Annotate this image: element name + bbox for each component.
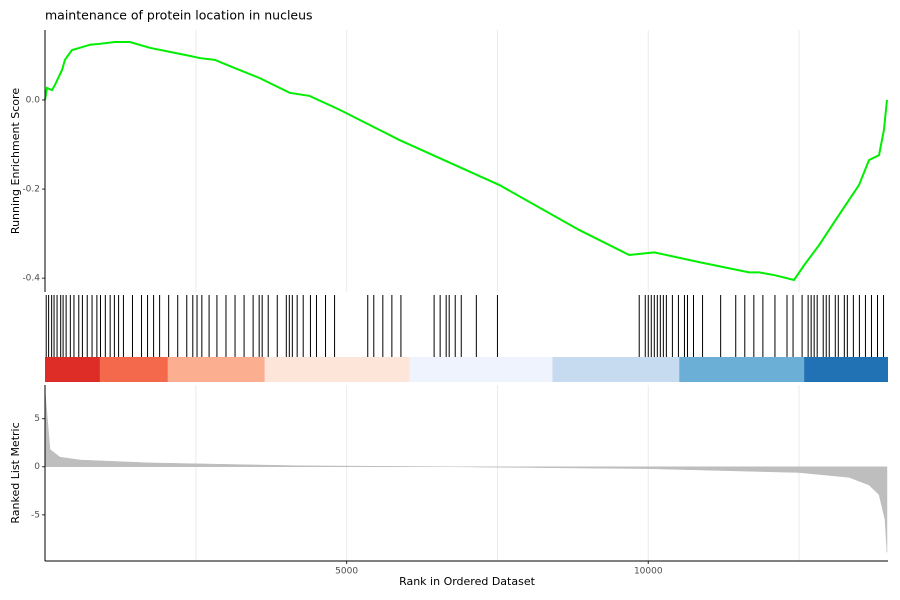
ranked-metric-area (44, 389, 888, 553)
y-tick-label: -0.2 (22, 185, 40, 195)
y-axis-label: Running Enrichment Score (9, 88, 22, 234)
color-band (167, 357, 265, 382)
y-axis-label: Ranked List Metric (9, 422, 22, 523)
color-band (99, 357, 168, 382)
color-band (264, 357, 410, 382)
y-tick-label: 0.0 (26, 95, 41, 105)
color-band (552, 357, 680, 382)
y-tick-label: 0 (34, 462, 40, 472)
color-band (409, 357, 553, 382)
y-tick-label: -5 (31, 510, 40, 520)
y-tick-label: -0.4 (22, 274, 40, 284)
running-score-line (44, 41, 888, 282)
x-tick-label: 10000 (634, 567, 663, 577)
color-band (804, 357, 888, 382)
x-tick-label: 5000 (335, 567, 358, 577)
chart-title: maintenance of protein location in nucle… (45, 8, 313, 23)
y-tick-label: 5 (34, 414, 40, 424)
color-band (679, 357, 805, 382)
x-axis-label: Rank in Ordered Dataset (399, 575, 536, 588)
color-band (45, 357, 100, 382)
